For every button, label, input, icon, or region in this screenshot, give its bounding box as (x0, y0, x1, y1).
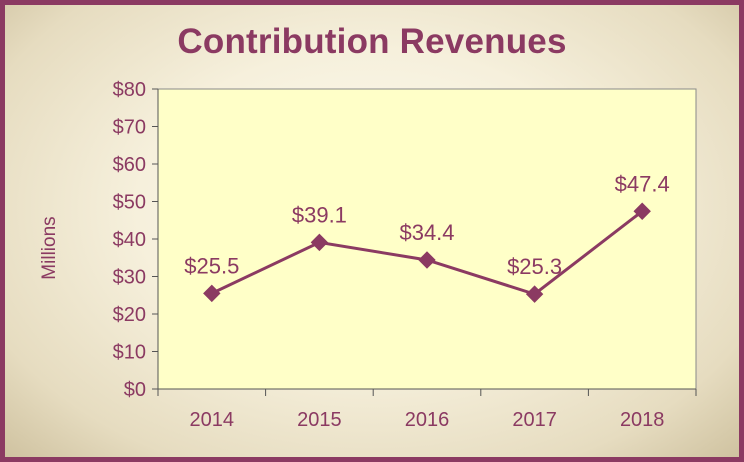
data-label: $47.4 (615, 171, 670, 196)
data-point (633, 202, 651, 220)
y-tick-label: $50 (113, 192, 146, 214)
y-tick-label: $30 (113, 267, 146, 289)
data-point (310, 233, 329, 252)
axes: $0 $10 $20 $30 $40 $50 $60 $70 $80 2014 2015 2016 20… (113, 79, 697, 431)
x-tick-label: 2014 (190, 409, 235, 431)
y-axis-label: Millions (39, 216, 60, 279)
y-tick-label: $40 (113, 229, 146, 251)
data-point (203, 284, 221, 303)
y-tick-label: $10 (113, 342, 146, 364)
data-label: $25.3 (507, 254, 562, 279)
x-tick-label: 2017 (512, 409, 557, 431)
data-label: $25.5 (184, 253, 239, 278)
data-point (418, 251, 436, 269)
y-tick-label: $20 (113, 304, 146, 326)
x-tick-label: 2018 (620, 409, 665, 431)
y-tick-label: $80 (113, 79, 146, 101)
x-tick-label: 2015 (297, 409, 342, 431)
series-group: $25.5 $39.1 $34.4 $25.3 $47.4 (184, 171, 670, 303)
data-point (525, 285, 544, 303)
data-label: $39.1 (292, 202, 347, 227)
chart-title: Contribution Revenues (177, 22, 567, 61)
y-tick-label: $70 (113, 117, 146, 139)
x-tick-label: 2016 (405, 409, 450, 431)
y-tick-label: $60 (113, 154, 146, 176)
data-label: $34.4 (399, 220, 454, 245)
y-tick-label: $0 (124, 379, 146, 401)
